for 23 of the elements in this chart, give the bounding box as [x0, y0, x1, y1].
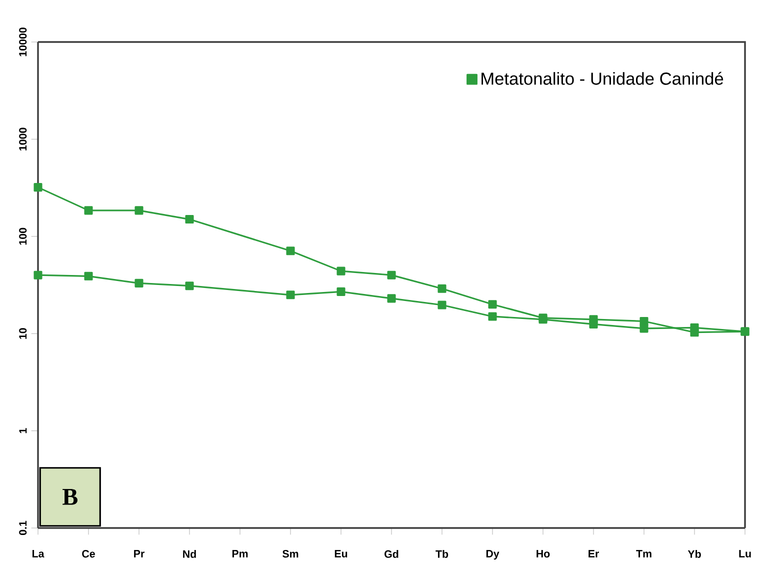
- x-tick-label: Tb: [436, 550, 448, 558]
- x-tick-label: Er: [588, 550, 599, 558]
- legend-label: Metatonalito - Unidade Canindé: [482, 72, 724, 85]
- x-tick-label: Dy: [486, 550, 500, 560]
- x-tick-label: Yb: [688, 550, 701, 558]
- x-tick-label: Pm: [232, 550, 248, 558]
- annotation: B: [62, 488, 78, 505]
- x-tick-label: Pr: [134, 550, 144, 558]
- x-tick-label: Sm: [282, 550, 298, 558]
- y-tick-label: 1: [19, 428, 27, 434]
- x-tick-label: Ce: [82, 550, 95, 558]
- y-tick-label: 10000: [19, 28, 27, 56]
- y-tick-label: 0.1: [19, 520, 27, 535]
- y-tick-label: 10: [19, 328, 27, 339]
- y-tick-label: 100: [19, 228, 27, 245]
- x-tick-label: Lu: [739, 550, 751, 558]
- y-tick-label: 1000: [19, 128, 27, 150]
- x-tick-label: Eu: [334, 550, 348, 558]
- x-tick-label: La: [32, 550, 44, 558]
- x-tick-label: Gd: [384, 550, 398, 558]
- x-tick-label: Tm: [636, 550, 652, 558]
- x-tick-label: Ho: [536, 550, 550, 558]
- x-tick-label: Nd: [183, 550, 196, 558]
